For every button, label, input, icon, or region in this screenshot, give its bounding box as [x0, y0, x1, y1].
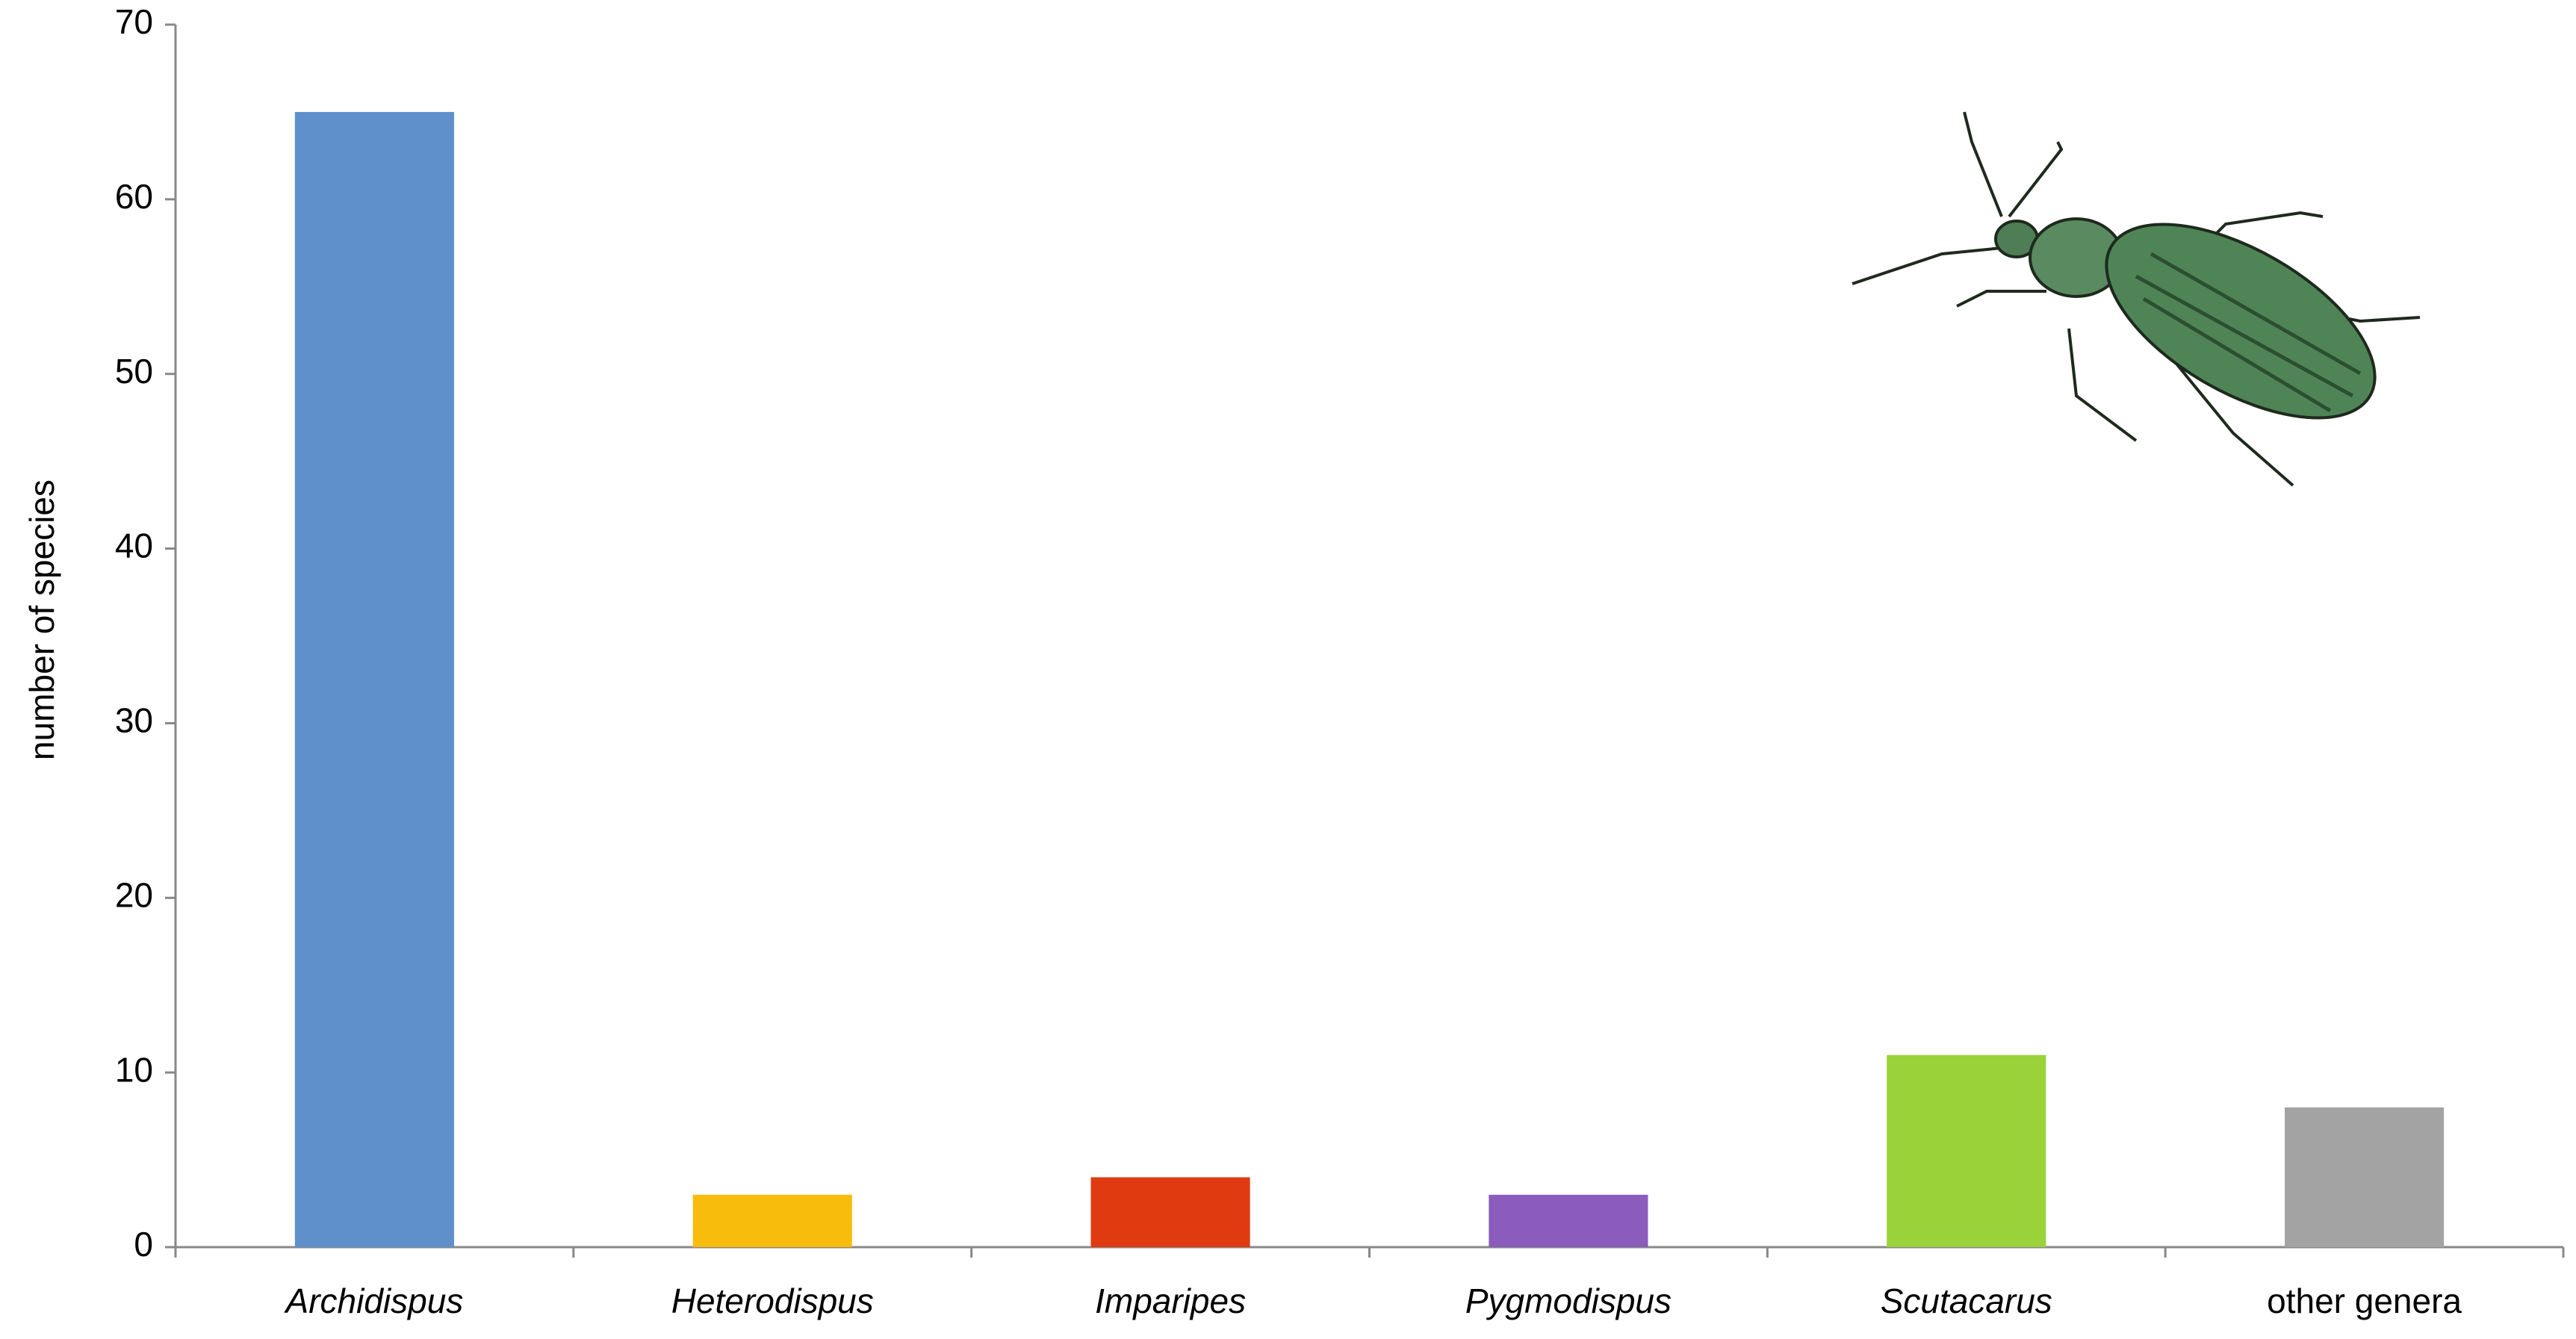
y-tick-label: 60 — [115, 177, 153, 216]
beetle-illustration — [1852, 111, 2421, 487]
y-tick-label: 10 — [115, 1050, 153, 1089]
bar — [692, 1194, 852, 1247]
x-tick-label: Pygmodispus — [1465, 1281, 1672, 1320]
y-tick-label: 40 — [115, 526, 153, 565]
y-tick-label: 70 — [115, 2, 153, 41]
y-tick-label: 0 — [134, 1225, 153, 1264]
x-tick-label: other genera — [2267, 1281, 2462, 1320]
y-tick-label: 30 — [115, 701, 153, 740]
y-tick-label: 50 — [115, 352, 153, 391]
x-tick-label: Archidispus — [284, 1281, 464, 1320]
x-tick-label: Imparipes — [1095, 1281, 1246, 1320]
bar — [2285, 1107, 2445, 1247]
bar — [1887, 1054, 2046, 1247]
y-tick-label: 20 — [115, 875, 153, 914]
y-axis-label: number of species — [22, 479, 61, 760]
bar — [1489, 1194, 1648, 1247]
x-tick-label: Heterodispus — [671, 1281, 874, 1320]
x-tick-label: Scutacarus — [1881, 1281, 2052, 1320]
bar — [294, 111, 454, 1247]
bar — [1090, 1177, 1250, 1247]
